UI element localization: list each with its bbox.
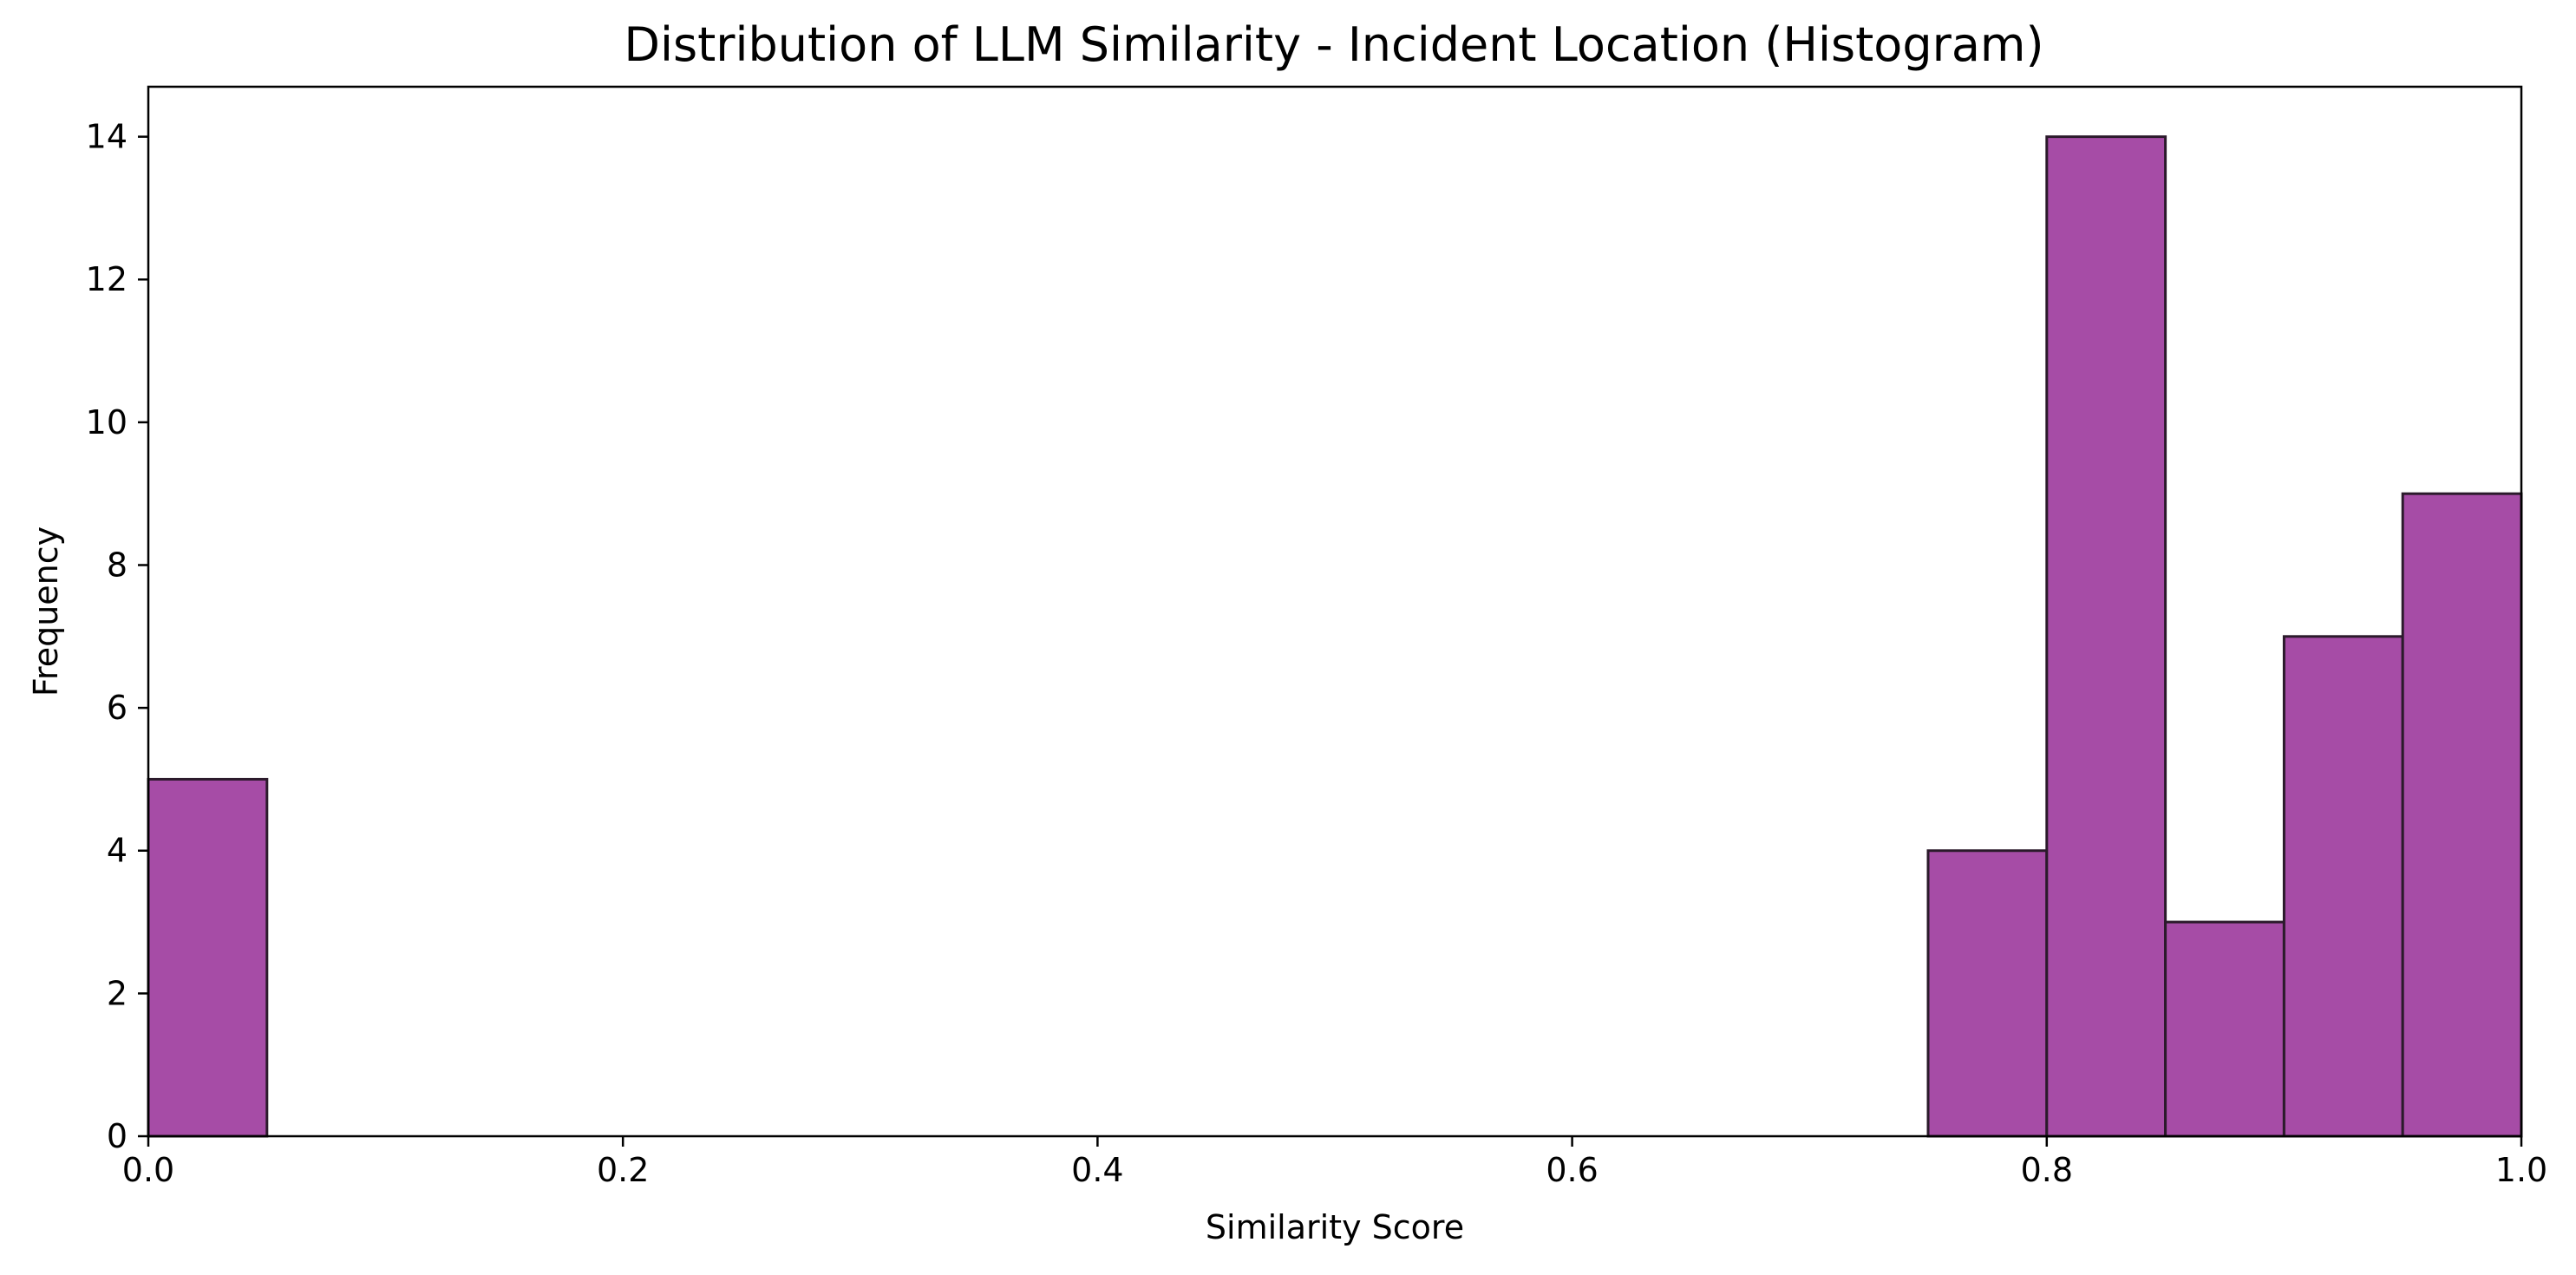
x-axis: 0.0 0.2 0.4 0.6 0.8 1.0 [122, 1136, 2547, 1189]
x-tick-label: 1.0 [2495, 1151, 2547, 1189]
y-tick-label: 6 [107, 689, 127, 727]
x-axis-label: Similarity Score [1206, 1208, 1464, 1246]
y-tick-label: 14 [86, 118, 127, 156]
plot-area-frame [147, 85, 2523, 1138]
histogram-bar [2401, 492, 2523, 1138]
y-tick-label: 8 [107, 546, 127, 584]
histogram-bar [1926, 849, 2049, 1138]
y-axis-label: Frequency [27, 526, 65, 696]
histogram-bar [2045, 135, 2167, 1138]
histogram-bar [2164, 920, 2285, 1138]
y-tick-label: 2 [107, 974, 127, 1012]
x-tick-label: 0.4 [1071, 1151, 1123, 1189]
x-tick-label: 0.2 [597, 1151, 649, 1189]
y-tick-label: 10 [86, 403, 127, 441]
y-axis: 0 2 4 6 8 10 12 14 [86, 118, 148, 1155]
x-tick-label: 0.0 [122, 1151, 174, 1189]
chart-title: Distribution of LLM Similarity - Inciden… [624, 17, 2043, 72]
x-tick-label: 0.8 [2021, 1151, 2073, 1189]
y-tick-label: 4 [107, 832, 127, 870]
y-tick-label: 12 [86, 260, 127, 298]
histogram-bar [147, 777, 269, 1138]
x-tick-label: 0.6 [1546, 1151, 1598, 1189]
bars-layer [147, 135, 2523, 1138]
histogram-bar [2282, 635, 2404, 1138]
y-tick-label: 0 [107, 1117, 127, 1155]
